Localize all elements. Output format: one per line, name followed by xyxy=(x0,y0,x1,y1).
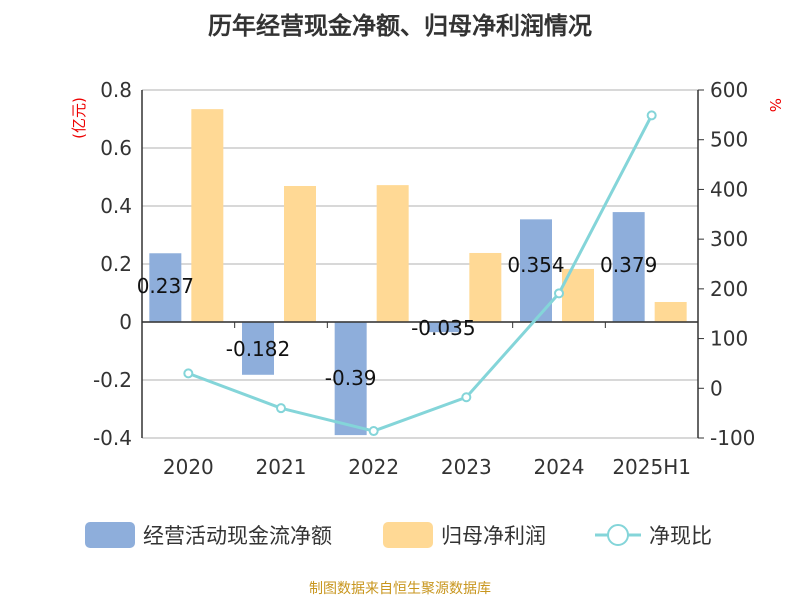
y-tick-right: 300 xyxy=(710,227,748,251)
bar-net-profit xyxy=(469,252,502,322)
data-label: 0.379 xyxy=(600,253,657,277)
y-tick-right: 400 xyxy=(710,177,748,201)
y-axis-label-left: (亿元) xyxy=(70,97,88,139)
bar-net-profit xyxy=(654,301,687,322)
bar-net-profit xyxy=(191,109,224,322)
y-tick-right: 0 xyxy=(710,376,723,400)
data-label: 0.237 xyxy=(137,274,194,298)
x-tick-label: 2021 xyxy=(256,455,307,479)
y-tick-left: 0 xyxy=(119,310,132,334)
y-axis-label-right: % xyxy=(766,98,784,112)
x-tick-label: 2023 xyxy=(441,455,492,479)
legend-swatch xyxy=(85,522,135,548)
legend-swatch xyxy=(383,522,433,548)
x-tick-label: 2024 xyxy=(534,455,585,479)
y-tick-left: 0.4 xyxy=(100,194,132,218)
bar-cashflow xyxy=(612,212,645,322)
line-point xyxy=(554,288,564,299)
x-tick-label: 2022 xyxy=(348,455,399,479)
bar-cashflow xyxy=(520,219,552,322)
y-tick-right: 200 xyxy=(710,277,748,301)
source-note: 制图数据来自恒生聚源数据库 xyxy=(309,581,491,597)
legend-label: 净现比 xyxy=(649,524,712,548)
data-label: -0.39 xyxy=(325,366,377,390)
bar-cashflow xyxy=(334,322,367,436)
y-tick-left: 0.8 xyxy=(100,78,132,102)
data-label: -0.035 xyxy=(411,316,475,340)
line-ratio xyxy=(187,114,653,433)
y-tick-right: -100 xyxy=(710,426,755,450)
bar-net-profit xyxy=(284,185,316,322)
bar-cashflow xyxy=(149,253,182,322)
y-tick-left: -0.2 xyxy=(93,368,132,392)
line-point xyxy=(183,368,194,379)
legend-label: 经营活动现金流净额 xyxy=(143,524,332,548)
legend-swatch-marker xyxy=(607,524,629,546)
chart-title: 历年经营现金净额、归母净利润情况 xyxy=(208,12,592,40)
y-tick-left: 0.2 xyxy=(100,252,132,276)
y-tick-right: 100 xyxy=(710,327,748,351)
y-tick-left: 0.6 xyxy=(100,136,132,160)
data-label: -0.182 xyxy=(226,337,290,361)
bar-cashflow xyxy=(242,322,274,375)
line-point xyxy=(461,392,472,403)
legend-label: 归母净利润 xyxy=(441,524,546,548)
x-tick-label: 2025H1 xyxy=(612,455,691,479)
data-label: 0.354 xyxy=(507,253,564,277)
y-tick-left: -0.4 xyxy=(93,426,132,450)
x-tick-label: 2020 xyxy=(163,455,214,479)
line-point xyxy=(646,110,657,121)
y-tick-right: 500 xyxy=(710,128,748,152)
line-point xyxy=(368,426,379,437)
bar-cashflow xyxy=(427,322,460,333)
bar-net-profit xyxy=(376,185,409,322)
y-tick-right: 600 xyxy=(710,78,748,102)
line-point xyxy=(276,403,286,414)
